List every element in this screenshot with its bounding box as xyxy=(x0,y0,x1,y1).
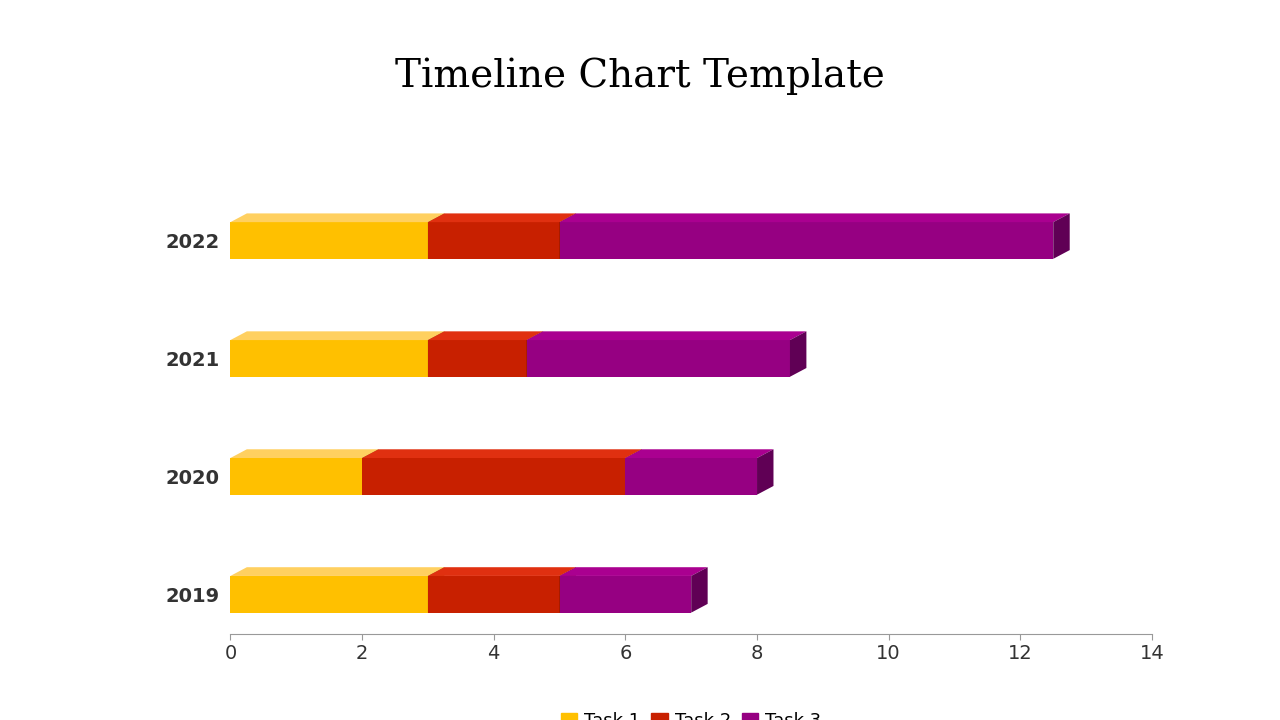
Bar xyxy=(559,576,691,613)
Polygon shape xyxy=(230,213,444,222)
Polygon shape xyxy=(362,449,641,458)
Bar xyxy=(428,576,559,613)
Bar xyxy=(526,340,790,377)
Bar xyxy=(428,222,559,258)
Polygon shape xyxy=(230,567,444,576)
Polygon shape xyxy=(362,449,379,495)
Bar xyxy=(230,222,428,258)
Polygon shape xyxy=(428,567,444,613)
Polygon shape xyxy=(230,449,379,458)
Polygon shape xyxy=(626,449,641,495)
Bar xyxy=(230,576,428,613)
Polygon shape xyxy=(428,213,444,258)
Polygon shape xyxy=(428,331,444,377)
Polygon shape xyxy=(428,331,543,340)
Bar xyxy=(428,340,526,377)
Bar xyxy=(230,340,428,377)
Polygon shape xyxy=(626,449,773,458)
Polygon shape xyxy=(428,213,576,222)
Polygon shape xyxy=(559,567,576,613)
Polygon shape xyxy=(428,567,576,576)
Polygon shape xyxy=(559,213,1070,222)
Legend: Task 1, Task 2, Task 3: Task 1, Task 2, Task 3 xyxy=(554,705,828,720)
Polygon shape xyxy=(691,567,708,613)
Polygon shape xyxy=(526,331,806,340)
Polygon shape xyxy=(1053,213,1070,258)
Bar xyxy=(626,458,756,495)
Bar xyxy=(230,458,362,495)
Polygon shape xyxy=(559,567,708,576)
Polygon shape xyxy=(526,331,543,377)
Bar xyxy=(559,222,1053,258)
Polygon shape xyxy=(230,331,444,340)
Text: Timeline Chart Template: Timeline Chart Template xyxy=(396,58,884,95)
Bar xyxy=(362,458,626,495)
Polygon shape xyxy=(790,331,806,377)
Polygon shape xyxy=(756,449,773,495)
Polygon shape xyxy=(559,213,576,258)
